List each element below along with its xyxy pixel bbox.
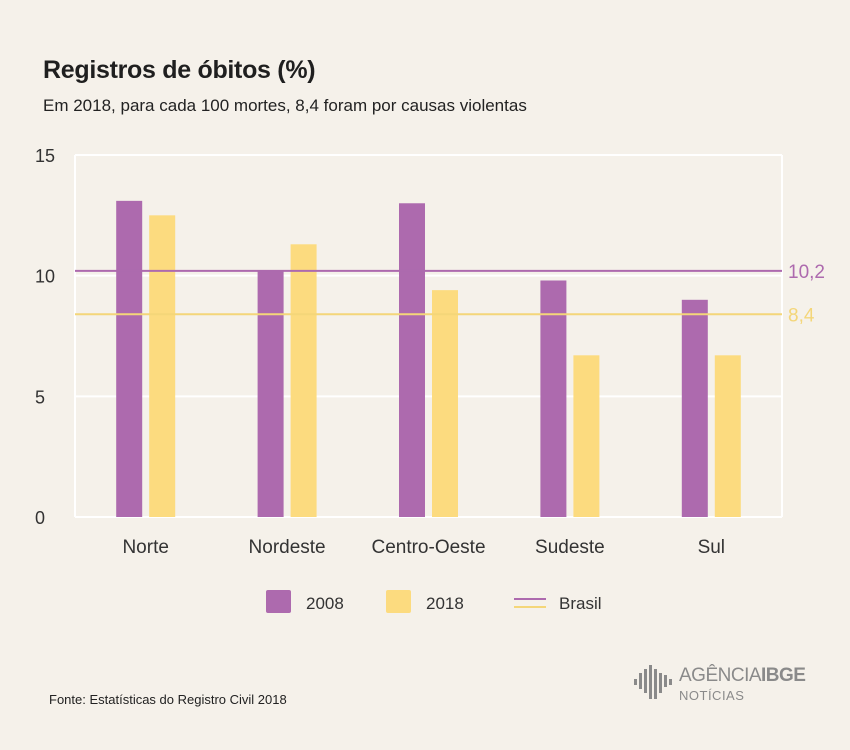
reference-line-label: 10,2 [788, 262, 825, 283]
bar-2018-centro-oeste [432, 290, 458, 517]
bar-2008-norte [116, 200, 143, 517]
bar-chart: 0 5 10 15 Norte Nordeste Centro-Oeste Sudeste Su… [35, 146, 825, 613]
x-tick-label: Sudeste [535, 537, 605, 558]
x-tick-label: Centro-Oeste [371, 537, 485, 558]
x-tick-label: Sul [698, 537, 725, 558]
logo-wordmark: AGÊNCIAIBGE [679, 665, 806, 686]
ibge-logo-icon [634, 665, 672, 699]
bar-2018-nordeste [290, 244, 317, 517]
chart-subtitle: Em 2018, para cada 100 mortes, 8,4 foram… [43, 96, 527, 115]
legend-swatch-2008 [266, 590, 291, 613]
logo-subtitle: NOTÍCIAS [679, 688, 745, 703]
y-tick-label: 5 [35, 387, 45, 407]
bar-2018-norte [149, 215, 176, 518]
legend-label: 2018 [426, 594, 464, 613]
agencia-ibge-logo: AGÊNCIAIBGE NOTÍCIAS [632, 663, 812, 708]
chart-title: Registros de óbitos (%) [43, 56, 316, 84]
bar-2008-centro-oeste [399, 203, 425, 517]
y-tick-label: 0 [35, 508, 45, 528]
reference-line-label: 8,4 [788, 305, 815, 326]
x-tick-label: Norte [122, 537, 168, 558]
x-tick-label: Nordeste [249, 537, 326, 558]
bar-2018-sul [714, 355, 741, 517]
bar-2008-nordeste [257, 270, 284, 517]
legend-label: 2008 [306, 594, 344, 613]
y-tick-label: 10 [35, 267, 55, 287]
bar-2008-sudeste [540, 280, 567, 517]
source-note: Fonte: Estatísticas do Registro Civil 20… [49, 692, 287, 707]
y-tick-label: 15 [35, 146, 55, 166]
legend-swatch-2018 [386, 590, 411, 613]
bar-2008-sul [681, 299, 708, 517]
legend-label: Brasil [559, 594, 602, 613]
bar-2018-sudeste [573, 355, 600, 517]
